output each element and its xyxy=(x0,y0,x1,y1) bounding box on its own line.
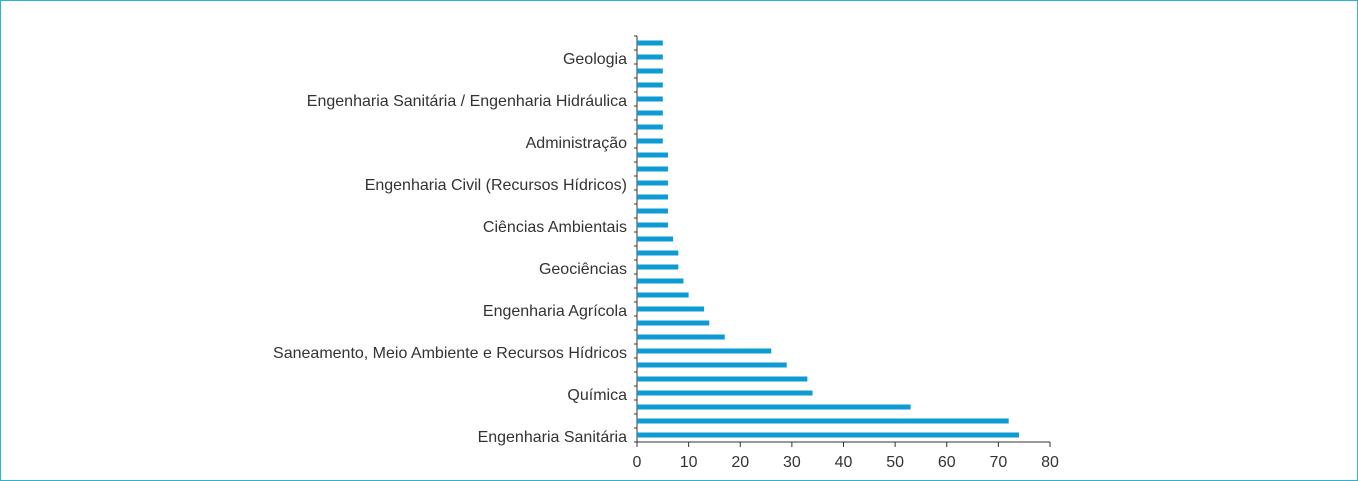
bar xyxy=(637,390,813,396)
x-tick-label: 20 xyxy=(731,454,749,471)
x-tick-label: 0 xyxy=(633,454,642,471)
bar xyxy=(637,376,808,382)
bar xyxy=(637,264,679,270)
bar xyxy=(637,306,705,312)
y-tick-label: Engenharia Sanitária xyxy=(478,429,628,446)
x-tick-label: 10 xyxy=(680,454,698,471)
bar xyxy=(637,432,1020,438)
bar xyxy=(637,250,679,256)
bar xyxy=(637,40,663,46)
bar xyxy=(637,124,663,130)
bar xyxy=(637,82,663,88)
y-tick-label: Ciências Ambientais xyxy=(483,219,627,236)
y-tick-label: Saneamento, Meio Ambiente e Recursos Híd… xyxy=(273,345,627,362)
y-tick-label: Engenharia Sanitária / Engenharia Hidráu… xyxy=(307,93,627,110)
bar xyxy=(637,180,668,186)
y-tick-label: Engenharia Agrícola xyxy=(483,303,627,320)
bar xyxy=(637,222,668,228)
bar xyxy=(637,404,911,410)
bar xyxy=(637,236,674,242)
x-tick-label: 80 xyxy=(1041,454,1059,471)
bar xyxy=(637,68,663,74)
y-tick-label: Administração xyxy=(526,135,627,152)
bar xyxy=(637,292,689,298)
y-tick-label: Química xyxy=(567,387,627,404)
bar xyxy=(637,334,725,340)
bar xyxy=(637,320,710,326)
bar xyxy=(637,362,787,368)
bar xyxy=(637,96,663,102)
bar xyxy=(637,278,684,284)
x-tick-label: 60 xyxy=(938,454,956,471)
bar xyxy=(637,194,668,200)
y-tick-label: Engenharia Civil (Recursos Hídricos) xyxy=(365,177,627,194)
x-tick-label: 30 xyxy=(783,454,801,471)
x-tick-label: 40 xyxy=(835,454,853,471)
x-tick-label: 70 xyxy=(989,454,1007,471)
y-tick-label: Geologia xyxy=(563,51,627,68)
bar xyxy=(637,348,772,354)
bar xyxy=(637,54,663,60)
bar xyxy=(637,110,663,116)
bar xyxy=(637,152,668,158)
y-tick-label: Geociências xyxy=(539,261,627,278)
bar xyxy=(637,208,668,214)
bar xyxy=(637,138,663,144)
bar xyxy=(637,166,668,172)
bar xyxy=(637,418,1009,424)
x-tick-label: 50 xyxy=(886,454,904,471)
